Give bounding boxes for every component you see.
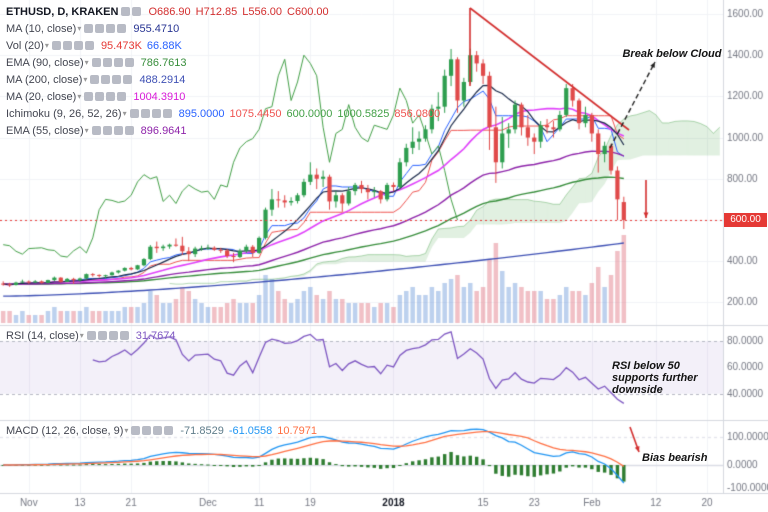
indicator-value: 1004.3910 [133,90,186,103]
visibility-icon[interactable] [90,75,100,84]
ohlc-high: H712.85 [195,5,238,18]
settings-icon[interactable] [95,24,105,33]
more-icon[interactable] [124,126,134,135]
more-icon[interactable] [162,109,172,118]
indicator-label: MA (20, close) [6,90,77,103]
visibility-icon[interactable] [84,92,94,101]
settings-icon[interactable] [102,58,112,67]
dropdown-icon[interactable]: ▾ [124,426,129,435]
settings-icon[interactable] [140,109,150,118]
price-tag-600: 600.00 [724,213,767,227]
indicator-value: 896.9641 [140,124,187,137]
legend-main: ETHUSD, D, KRAKEN O686.90 H712.85 L556.0… [6,5,440,141]
indicator-value: 1075.4450 [229,107,282,120]
indicator-value: 856.0800 [394,107,441,120]
close-icon[interactable] [112,75,122,84]
dropdown-icon[interactable]: ▾ [77,92,82,101]
close-icon[interactable] [73,41,83,50]
settings-icon[interactable] [142,426,152,435]
more-icon[interactable] [84,41,94,50]
visibility-icon[interactable] [131,426,141,435]
indicator-value: 600.0000 [286,107,333,120]
ohlc-low: L556.00 [242,5,283,18]
indicator-label: MA (200, close) [6,73,83,86]
annotation-break-below-cloud: Break below Cloud [622,48,722,60]
visibility-icon[interactable] [84,24,94,33]
dropdown-icon[interactable]: ▾ [84,58,89,67]
dropdown-icon[interactable]: ▾ [77,24,82,33]
indicator-value: -61.0558 [228,424,273,437]
indicator-row-ema90[interactable]: EMA (90, close) ▾ 786.7613 [6,56,440,69]
settings-icon[interactable] [101,75,111,84]
more-icon[interactable] [117,24,127,33]
indicator-label: Ichimoku (9, 26, 52, 26) [6,107,122,120]
visibility-icon[interactable] [129,109,139,118]
ohlc-close: C600.00 [287,5,329,18]
indicator-row-vol20[interactable]: Vol (20) ▾ 95.473K 66.88K [6,39,440,52]
indicator-label: Vol (20) [6,39,44,52]
close-icon[interactable] [113,58,123,67]
dropdown-icon[interactable]: ▾ [44,41,49,50]
dropdown-icon[interactable]: ▾ [83,75,88,84]
more-icon[interactable] [117,92,127,101]
indicator-value: 488.2914 [139,73,186,86]
indicator-row-macd[interactable]: MACD (12, 26, close, 9) ▾ -71.8529 -61.0558… [6,424,317,437]
indicator-label: MA (10, close) [6,22,77,35]
indicator-row-ma10[interactable]: MA (10, close) ▾ 955.4710 [6,22,440,35]
symbol-title[interactable]: ETHUSD, D, KRAKEN [6,5,119,18]
symbol-header-row[interactable]: ETHUSD, D, KRAKEN O686.90 H712.85 L556.0… [6,5,440,18]
legend-rsi: RSI (14, close) ▾ 31.7674 [6,329,176,346]
indicator-value: 1000.5825 [337,107,390,120]
more-icon[interactable] [119,331,129,340]
more-icon[interactable] [124,58,134,67]
dropdown-icon[interactable]: ▾ [79,331,84,340]
visibility-icon[interactable] [51,41,61,50]
indicator-label: EMA (90, close) [6,56,84,69]
close-icon[interactable] [113,126,123,135]
annotation-bias-bearish: Bias bearish [642,452,708,464]
visibility-icon[interactable] [91,58,101,67]
settings-icon[interactable] [95,92,105,101]
annotation-rsi-note: RSI below 50 supports further downside [612,360,698,396]
close-icon[interactable] [151,109,161,118]
settings-icon[interactable] [62,41,72,50]
indicator-row-ichimoku[interactable]: Ichimoku (9, 26, 52, 26) ▾ 895.0000 1075.44… [6,107,440,120]
indicator-value: 66.88K [146,39,182,52]
settings-icon[interactable] [102,126,112,135]
compare-icon[interactable] [132,7,142,16]
legend-macd: MACD (12, 26, close, 9) ▾ -71.8529 -61.0558… [6,424,317,441]
dropdown-icon[interactable]: ▾ [122,109,127,118]
indicator-label: EMA (55, close) [6,124,84,137]
indicator-value: 10.7971 [277,424,318,437]
indicator-value: 31.7674 [135,329,176,342]
indicator-value: 895.0000 [178,107,225,120]
visibility-icon[interactable] [91,126,101,135]
visibility-icon[interactable] [86,331,96,340]
indicator-value: 786.7613 [140,56,187,69]
indicator-row-rsi[interactable]: RSI (14, close) ▾ 31.7674 [6,329,176,342]
ohlc-open: O686.90 [148,5,191,18]
close-icon[interactable] [153,426,163,435]
indicator-row-ma200[interactable]: MA (200, close) ▾ 488.2914 [6,73,440,86]
more-icon[interactable] [123,75,133,84]
indicator-label: MACD (12, 26, close, 9) [6,424,124,437]
dropdown-icon[interactable]: ▾ [84,126,89,135]
close-icon[interactable] [106,24,116,33]
close-icon[interactable] [106,92,116,101]
indicator-value: -71.8529 [180,424,224,437]
chart-style-icon[interactable] [121,7,131,16]
close-icon[interactable] [108,331,118,340]
more-icon[interactable] [164,426,174,435]
indicator-row-ma20[interactable]: MA (20, close) ▾ 1004.3910 [6,90,440,103]
indicator-row-ema55[interactable]: EMA (55, close) ▾ 896.9641 [6,124,440,137]
indicator-value: 955.4710 [133,22,180,35]
indicator-label: RSI (14, close) [6,329,79,342]
settings-icon[interactable] [97,331,107,340]
indicator-value: 95.473K [100,39,142,52]
